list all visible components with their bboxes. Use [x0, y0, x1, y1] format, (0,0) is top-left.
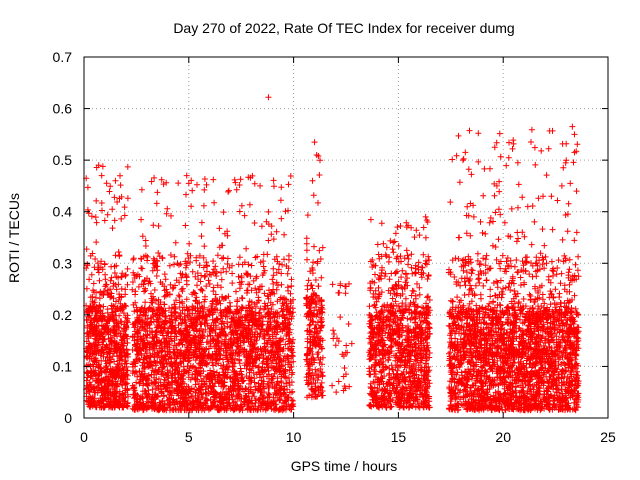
data-point [514, 159, 521, 166]
y-axis-label: ROTI / TECUs [6, 193, 22, 283]
y-tick-label: 0.2 [53, 307, 73, 323]
data-point [95, 162, 102, 169]
data-point [571, 131, 578, 138]
x-tick-label: 10 [286, 429, 302, 445]
y-tick-label: 0.1 [53, 358, 73, 374]
x-tick-label: 15 [391, 429, 407, 445]
data-point [491, 144, 498, 151]
data-point [309, 177, 316, 184]
y-tick-label: 0.6 [53, 101, 73, 117]
data-point [422, 213, 429, 220]
data-point [567, 180, 574, 187]
data-point [424, 219, 431, 226]
data-point [540, 193, 547, 200]
x-tick-label: 5 [185, 429, 193, 445]
data-point [112, 177, 119, 184]
data-point [403, 247, 410, 254]
x-tick-label: 20 [495, 429, 511, 445]
data-point [493, 182, 500, 189]
data-point [548, 193, 555, 200]
data-point [340, 353, 347, 360]
y-tick-label: 0.7 [53, 49, 73, 65]
data-points [83, 94, 582, 414]
data-point [343, 283, 349, 290]
y-tick-label: 0.4 [53, 204, 73, 220]
x-tick-label: 25 [600, 429, 616, 445]
data-point [401, 255, 408, 262]
data-point [456, 234, 463, 241]
y-tick-label: 0.3 [53, 255, 73, 271]
axes: 0 5 10 15 20 25 0 0.1 0.2 0.3 0.4 0.5 0.6 0.7 [53, 49, 616, 445]
data-point [183, 172, 190, 179]
plot-frame [83, 56, 609, 419]
data-point [265, 94, 272, 101]
y-tick-label: 0.5 [53, 152, 73, 168]
data-point [569, 123, 576, 130]
chart-title: Day 270 of 2022, Rate Of TEC Index for r… [173, 20, 514, 36]
data-point [99, 163, 106, 170]
data-point [343, 371, 349, 378]
y-tick-label: 0 [64, 410, 72, 426]
data-point [313, 151, 320, 158]
x-axis-label: GPS time / hours [291, 458, 398, 474]
data-point [470, 213, 477, 220]
data-point [573, 188, 580, 195]
data-point [185, 180, 192, 187]
data-point [558, 182, 565, 189]
data-point-cloud [83, 126, 582, 414]
data-point [257, 182, 264, 189]
data-point [311, 139, 318, 146]
x-tick-label: 0 [80, 429, 88, 445]
data-point [571, 149, 578, 156]
